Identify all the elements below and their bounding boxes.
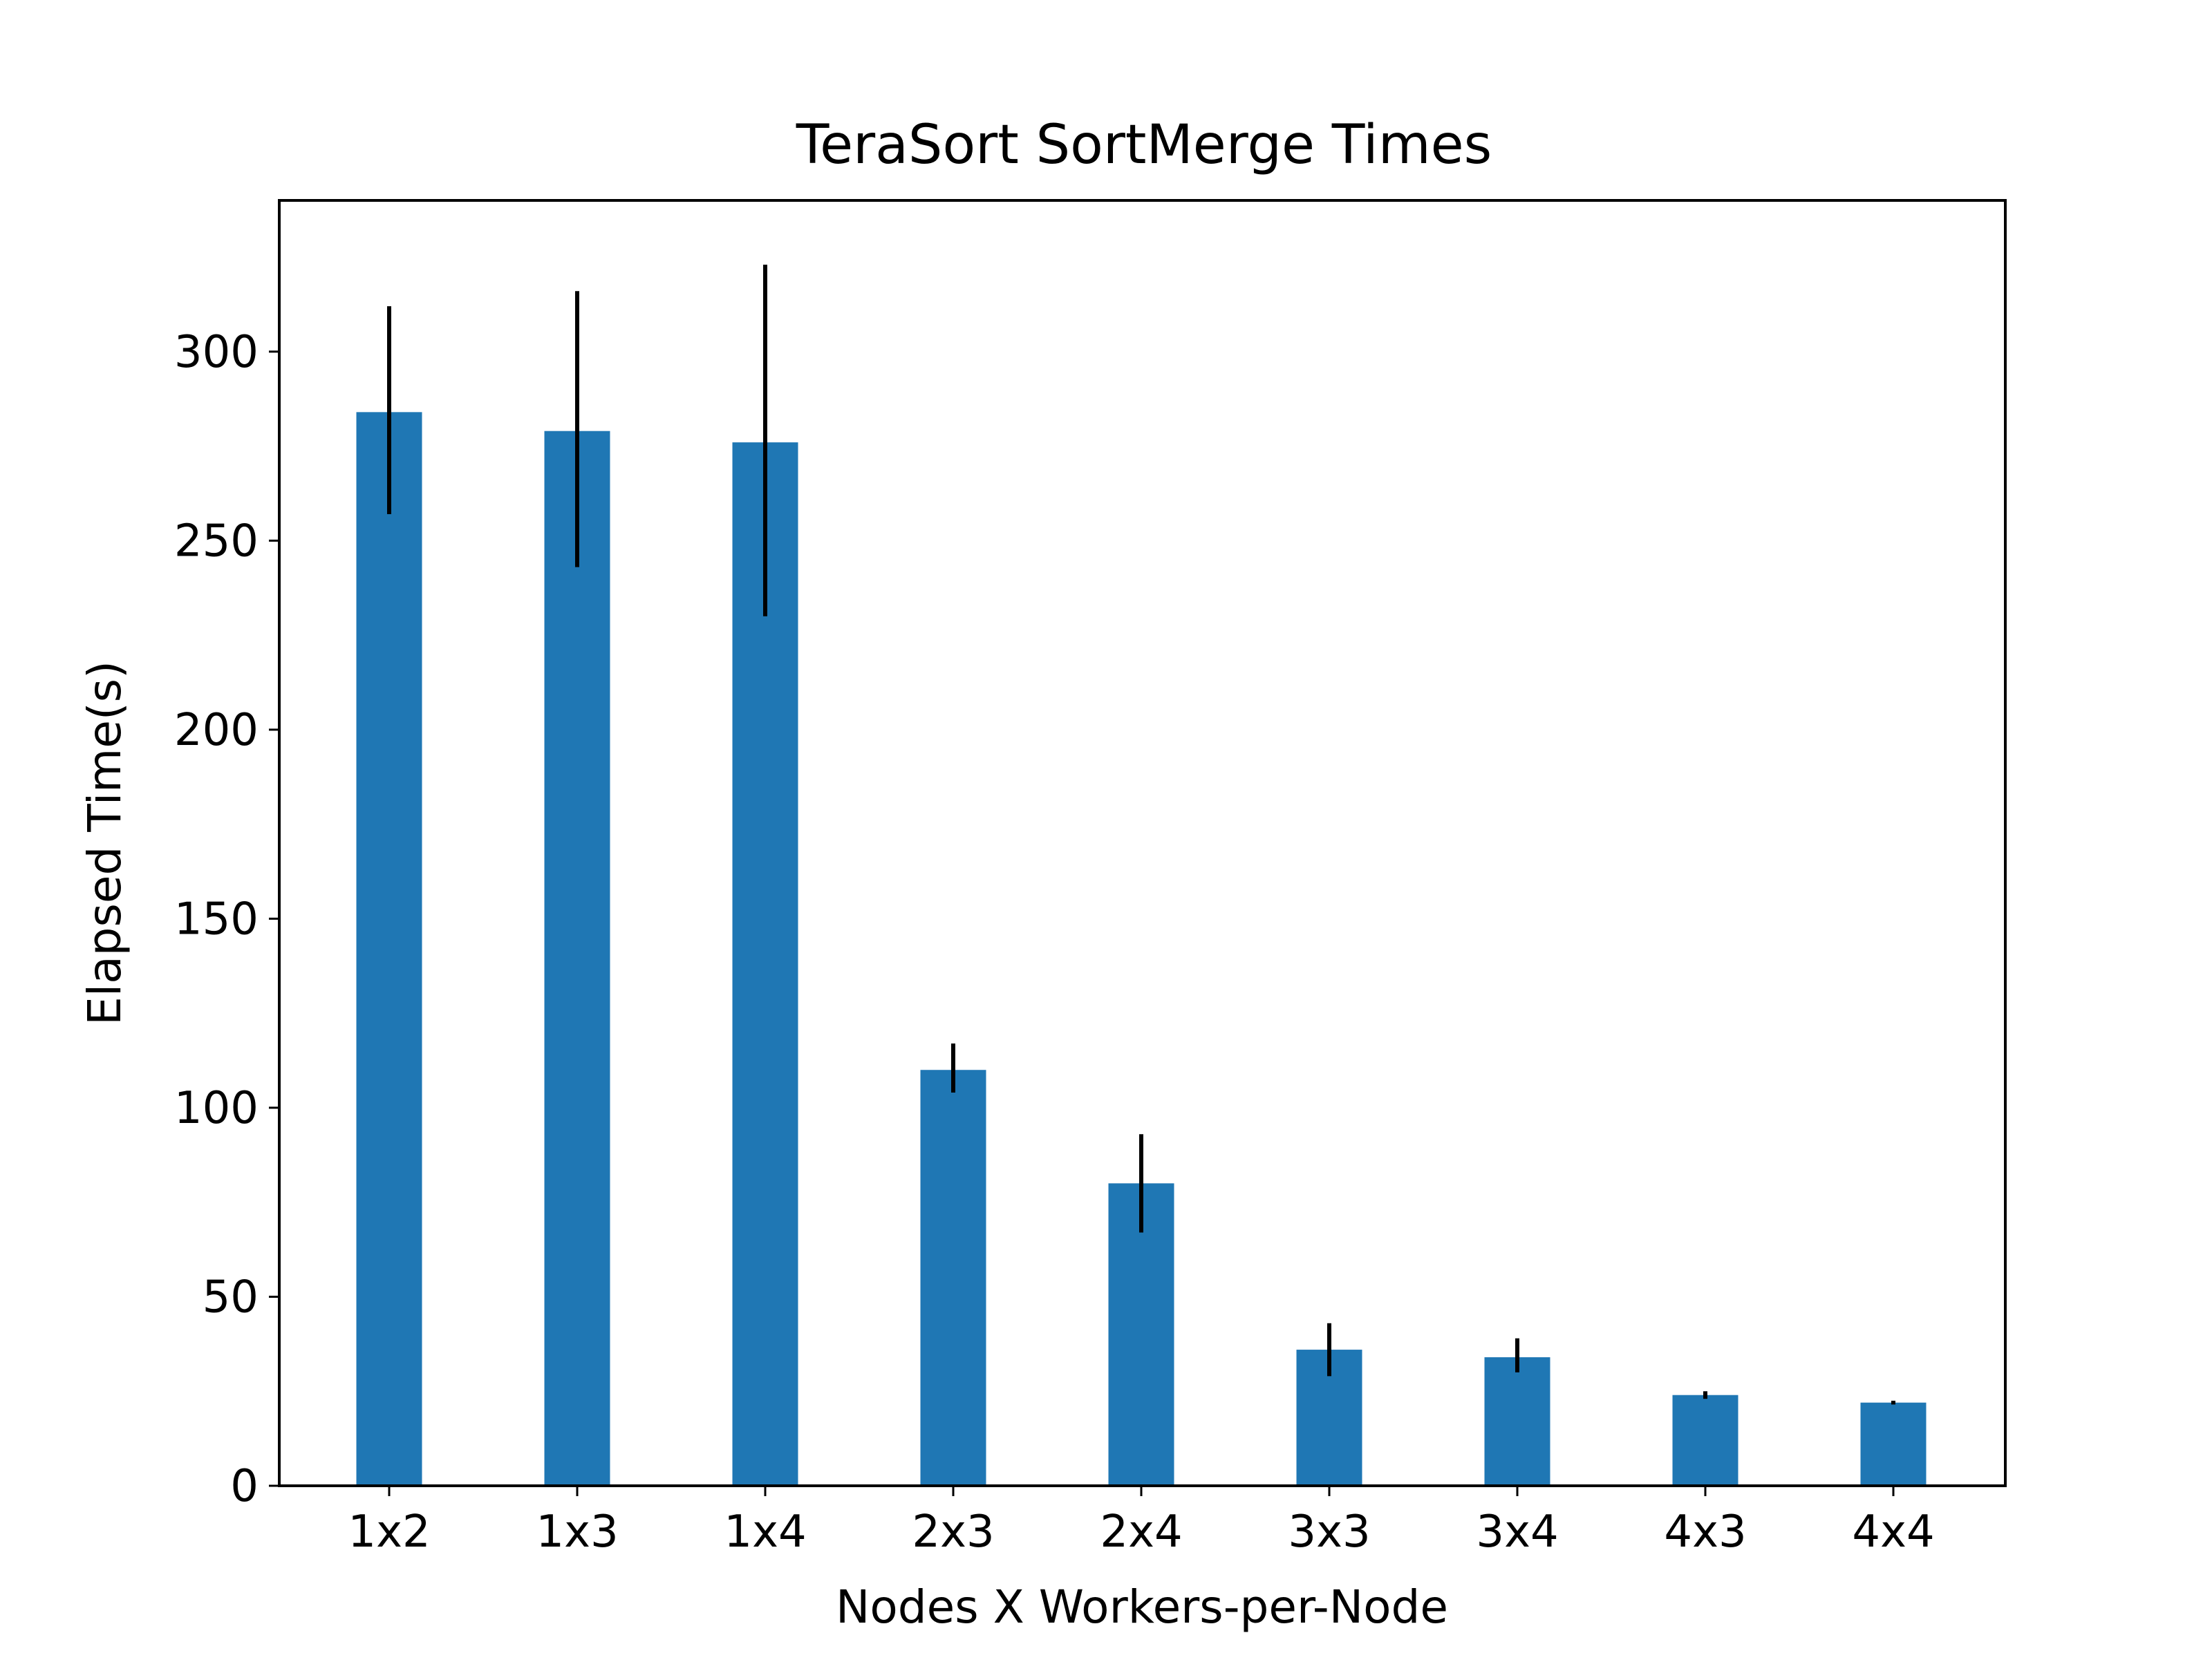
x-tick-label: 4x4 bbox=[1852, 1507, 1934, 1558]
y-axis-label: Elapsed Time(s) bbox=[78, 661, 131, 1026]
y-axis: 0 50 100 150 200 250 300 bbox=[174, 327, 279, 1512]
y-tick-label: 50 bbox=[203, 1272, 259, 1323]
x-axis: 1x2 1x3 1x4 2x3 2x4 3x3 3x4 4x3 4x4 bbox=[348, 1486, 1935, 1558]
bar-3x4 bbox=[1484, 1357, 1550, 1486]
error-bars-layer bbox=[387, 265, 1895, 1405]
x-axis-label: Nodes X Workers-per-Node bbox=[836, 1580, 1448, 1634]
y-tick-label: 150 bbox=[174, 894, 259, 945]
y-tick-label: 100 bbox=[174, 1083, 259, 1134]
bar-1x3 bbox=[544, 431, 610, 1486]
y-tick-label: 250 bbox=[174, 516, 259, 567]
x-tick-label: 1x4 bbox=[724, 1507, 806, 1558]
x-tick-label: 2x3 bbox=[912, 1507, 994, 1558]
x-tick-label: 3x4 bbox=[1476, 1507, 1558, 1558]
x-tick-label: 1x2 bbox=[348, 1507, 430, 1558]
bar-1x2 bbox=[356, 412, 422, 1486]
x-tick-label: 2x4 bbox=[1100, 1507, 1182, 1558]
bar-4x3 bbox=[1672, 1395, 1738, 1486]
y-tick-label: 300 bbox=[174, 327, 259, 378]
bar-4x4 bbox=[1860, 1402, 1927, 1486]
bar-2x3 bbox=[920, 1070, 986, 1486]
y-tick-label: 0 bbox=[230, 1461, 259, 1512]
x-tick-label: 4x3 bbox=[1664, 1507, 1746, 1558]
chart-title: TeraSort SortMerge Times bbox=[796, 114, 1492, 176]
y-tick-label: 200 bbox=[174, 705, 259, 756]
bar-2x4 bbox=[1108, 1183, 1174, 1486]
x-tick-label: 1x3 bbox=[536, 1507, 618, 1558]
x-tick-label: 3x3 bbox=[1288, 1507, 1370, 1558]
